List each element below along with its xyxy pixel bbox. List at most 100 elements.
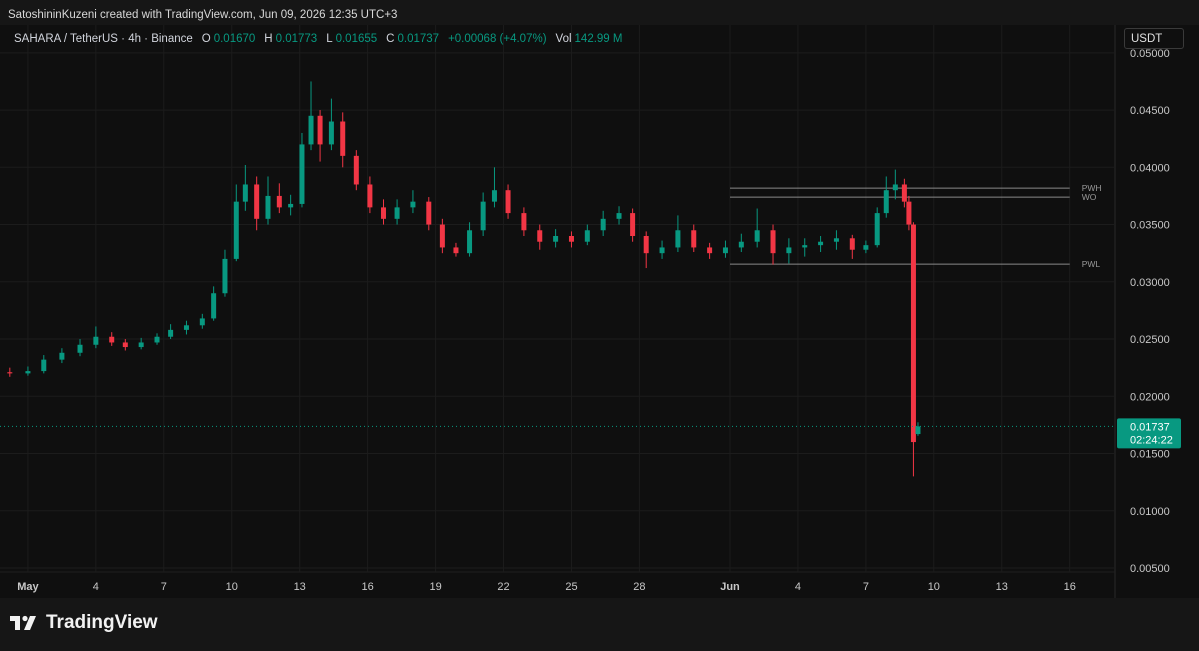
candle-body	[288, 203, 294, 208]
candle-body	[901, 184, 907, 202]
candle-body	[222, 258, 228, 294]
candle-body	[659, 247, 665, 254]
x-tick-label: 13	[294, 581, 306, 593]
candle-body	[616, 213, 622, 219]
candle-body	[786, 247, 792, 254]
symbol: SAHARA / TetherUS · 4h · Binance	[14, 33, 193, 45]
y-tick-label: 0.02500	[1130, 334, 1170, 346]
candle-body	[480, 201, 486, 231]
candle-body	[367, 184, 373, 208]
candle-body	[568, 235, 574, 242]
candle-body	[505, 190, 511, 214]
candle-body	[849, 238, 855, 250]
x-tick-label: 10	[928, 581, 940, 593]
level-label: PWH	[1082, 183, 1102, 193]
x-tick-label: 22	[497, 581, 509, 593]
candle-body	[394, 207, 400, 219]
x-tick-label: 16	[362, 581, 374, 593]
candle-body	[328, 121, 334, 145]
legend-label: H	[264, 33, 273, 45]
candle-body	[537, 230, 543, 242]
last-price-label: 0.01737	[1130, 421, 1170, 433]
candle-body	[138, 342, 144, 348]
legend-value: 0.01655	[335, 33, 378, 45]
candle-body	[675, 230, 681, 248]
x-tick-label: 4	[93, 581, 99, 593]
candle-body	[233, 201, 239, 259]
candle-body	[154, 336, 160, 343]
candle-body	[738, 241, 744, 248]
candle-body	[308, 115, 314, 145]
x-tick-label: 10	[226, 581, 238, 593]
legend-value: 142.99 M	[574, 33, 623, 45]
currency-button[interactable]: USDT	[1124, 28, 1184, 49]
y-tick-label: 0.01000	[1130, 506, 1170, 518]
legend-value: 0.01737	[397, 33, 440, 45]
legend-value: 0.01773	[275, 33, 318, 45]
brand-name: TradingView	[46, 612, 158, 633]
candle-body	[722, 247, 728, 254]
candle-body	[874, 213, 880, 246]
x-tick-label: May	[17, 581, 39, 593]
x-tick-label: 7	[161, 581, 167, 593]
candle-body	[707, 247, 713, 254]
candle-body	[863, 245, 869, 250]
candle-body	[754, 230, 760, 242]
x-tick-label: Jun	[720, 581, 740, 593]
y-tick-label: 0.05000	[1130, 48, 1170, 60]
candle-body	[892, 184, 898, 191]
x-tick-label: 28	[633, 581, 645, 593]
candle-body	[242, 184, 248, 202]
legend: SAHARA / TetherUS · 4h · Binance O 0.0167…	[14, 33, 622, 45]
candle-body	[630, 213, 636, 236]
candle-body	[833, 238, 839, 242]
candle-body	[317, 115, 323, 145]
y-tick-label: 0.01500	[1130, 449, 1170, 461]
candle-body	[439, 224, 445, 248]
brand: TradingView	[10, 612, 158, 634]
x-tick-label: 13	[996, 581, 1008, 593]
candle-body	[265, 195, 271, 219]
brand-logo	[10, 615, 36, 630]
candle-body	[93, 336, 99, 345]
y-tick-label: 0.02000	[1130, 391, 1170, 403]
y-tick-label: 0.03500	[1130, 220, 1170, 232]
candle-body	[77, 344, 83, 353]
candle-body	[818, 241, 824, 246]
candle-body	[299, 144, 305, 204]
candle-body	[883, 190, 889, 214]
candle-body	[122, 342, 128, 348]
x-tick-label: 19	[429, 581, 441, 593]
candle-body	[168, 329, 174, 337]
candle-body	[254, 184, 260, 219]
candle-body	[491, 190, 497, 202]
candle-body	[410, 201, 416, 208]
candle-body	[7, 372, 13, 374]
candle-body	[802, 245, 808, 248]
y-tick-label: 0.04500	[1130, 105, 1170, 117]
candle-body	[600, 218, 606, 231]
candle-body	[25, 371, 31, 374]
last-price-box	[1117, 418, 1181, 449]
candle-body	[276, 195, 282, 208]
candle-body	[41, 359, 47, 372]
candle-body	[553, 235, 559, 242]
candle-body	[380, 207, 386, 219]
candle-body	[59, 352, 65, 360]
y-tick-label: 0.04000	[1130, 162, 1170, 174]
candle-body	[915, 426, 921, 435]
candle-body	[183, 325, 189, 330]
candle-body	[467, 230, 473, 254]
candle-body	[584, 230, 590, 242]
chart-panel	[0, 25, 1199, 598]
header: SatoshininKuzeni created with TradingVie…	[8, 9, 398, 21]
candle-body	[353, 155, 359, 185]
legend-change: +0.00068 (+4.07%)	[448, 33, 547, 45]
candle-body	[643, 235, 649, 254]
candle-body	[199, 318, 205, 326]
candle-body	[453, 247, 459, 254]
y-tick-label: 0.03000	[1130, 277, 1170, 289]
countdown-label: 02:24:22	[1130, 434, 1173, 446]
